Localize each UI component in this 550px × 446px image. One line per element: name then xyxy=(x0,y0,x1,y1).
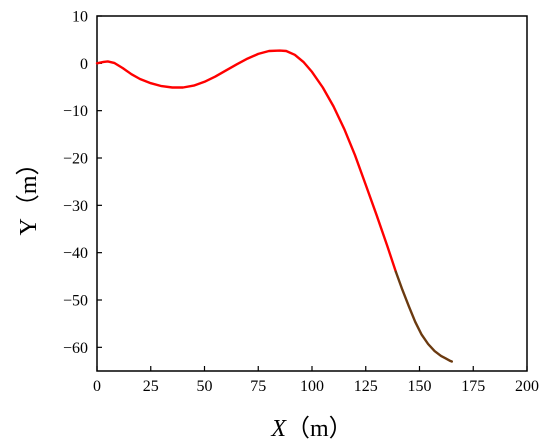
y-axis-title: Y（m） xyxy=(16,151,42,235)
x-tick-label: 75 xyxy=(250,378,266,395)
y-tick-label: 0 xyxy=(80,56,88,73)
series-lines xyxy=(95,49,453,363)
x-axis-title: X（m） xyxy=(270,416,352,442)
x-tick-label: 25 xyxy=(143,378,159,395)
y-tick-label: −10 xyxy=(63,103,88,120)
y-tick-label: −40 xyxy=(63,245,88,262)
y-tick-label: −30 xyxy=(63,198,88,215)
axis-ticks xyxy=(96,15,528,371)
y-tick-label: −60 xyxy=(63,340,88,357)
series-line-1 xyxy=(95,49,397,273)
x-axis-unit: （m） xyxy=(286,416,353,442)
y-tick-label: −20 xyxy=(63,151,88,168)
plot-area xyxy=(96,15,528,372)
y-tick-label: 10 xyxy=(72,9,88,26)
series-line-2 xyxy=(394,270,453,363)
x-tick-label: 100 xyxy=(300,378,324,395)
axis-labels: 0 25 50 75 100 125 150 175 200100−10−20−30−40−50… xyxy=(16,9,539,443)
x-tick-label: 150 xyxy=(408,378,432,395)
y-axis-unit: （m） xyxy=(16,151,42,218)
x-axis-variable: X xyxy=(270,416,287,442)
x-tick-label: 50 xyxy=(197,378,213,395)
x-tick-label: 125 xyxy=(354,378,378,395)
x-tick-label: 200 xyxy=(515,378,539,395)
x-tick-label: 175 xyxy=(461,378,485,395)
y-axis-variable: Y xyxy=(16,218,42,235)
plot-frame xyxy=(96,15,528,372)
x-tick-label: 0 xyxy=(93,378,101,395)
y-tick-label: −50 xyxy=(63,293,88,310)
